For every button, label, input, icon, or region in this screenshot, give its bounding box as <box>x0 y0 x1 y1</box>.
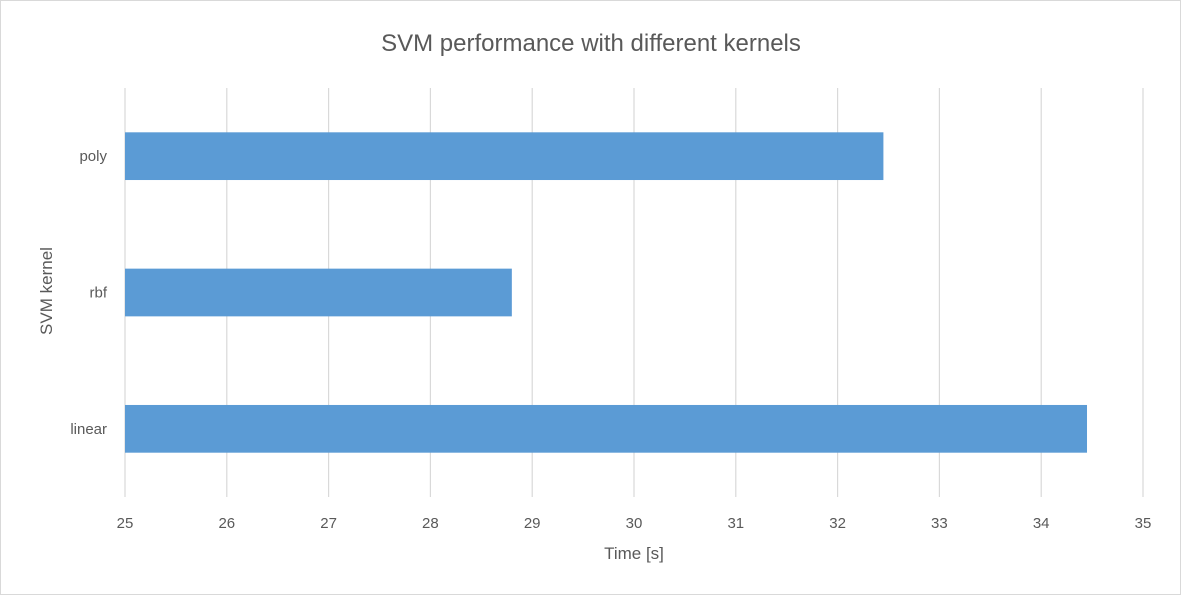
y-tick-labels: linear rbf poly <box>70 148 108 438</box>
x-tick-label: 33 <box>931 515 948 532</box>
x-tick-label: 26 <box>218 515 235 532</box>
y-tick-label-rbf: rbf <box>89 285 107 302</box>
x-tick-label: 25 <box>117 515 134 532</box>
y-tick-label-poly: poly <box>79 148 107 165</box>
bar-poly <box>125 132 884 181</box>
y-axis-label: SVM kernel <box>37 247 56 335</box>
x-tick-label: 28 <box>422 515 439 532</box>
x-tick-label: 30 <box>626 515 643 532</box>
x-tick-labels: 25 26 27 28 29 30 31 32 33 34 35 <box>117 515 1152 532</box>
x-tick-label: 32 <box>829 515 846 532</box>
x-tick-label: 29 <box>524 515 541 532</box>
x-tick-label: 27 <box>320 515 337 532</box>
chart-title: SVM performance with different kernels <box>381 30 801 57</box>
x-axis-label: Time [s] <box>604 544 664 563</box>
x-tick-label: 34 <box>1033 515 1050 532</box>
x-tick-label: 35 <box>1135 515 1152 532</box>
y-tick-label-linear: linear <box>70 421 107 438</box>
x-tick-label: 31 <box>727 515 744 532</box>
bar-linear <box>125 404 1088 453</box>
bars <box>125 132 1088 453</box>
bar-rbf <box>125 268 512 317</box>
